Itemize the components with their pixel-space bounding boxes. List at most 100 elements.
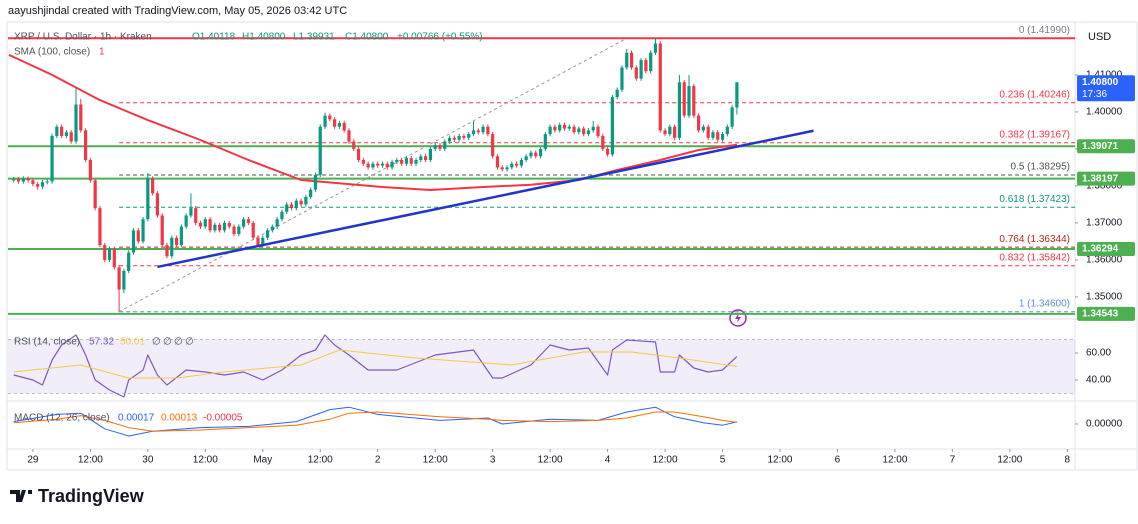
candle-body [634,67,638,79]
x-tick-label: 12:00 [423,455,448,466]
countdown: 17:36 [1082,89,1107,100]
candle-body [649,52,653,72]
candle-body [380,163,385,166]
line [13,406,738,437]
candle-body [668,126,672,135]
candle-body [64,132,69,136]
x-tick-label: 7 [950,455,956,466]
candle-body [342,123,346,131]
candle-body [653,43,658,53]
y-tick-label: 1.38000 [1086,181,1123,192]
candle-body [443,141,447,149]
candle-body [663,130,667,135]
candle-body [55,126,59,136]
candle-body [265,230,270,238]
rsi-tick-label: 60.00 [1086,348,1111,359]
price-box [1077,171,1135,186]
candle-body [519,160,523,166]
candle-body [639,60,643,79]
candle-body [198,222,203,227]
candle-body [428,148,432,161]
candle-body [289,204,294,209]
event-icon-bolt [735,313,741,323]
candle-body [60,126,64,136]
candle-body [725,126,729,135]
candle-body [390,161,394,168]
candle-body [371,163,375,168]
fib-label: 0.764 (1.36344) [999,234,1070,245]
candle-body [534,152,538,157]
candle-body [294,200,298,209]
candle-body [251,222,255,238]
candle-body [256,237,260,246]
candle-body [615,89,619,98]
candle-body [601,135,605,149]
candle-body [318,126,322,175]
candle-body [98,208,102,246]
candle-body [433,145,437,149]
candle-body [658,43,662,131]
candle-body [26,178,30,181]
logo-icon [10,490,32,502]
candle-body [687,86,691,116]
rsi-na: ∅ [152,337,161,348]
candle-body [333,119,337,127]
rsi-tick-label: 40.00 [1086,375,1111,386]
candle-body [50,135,54,182]
candle-body [447,137,452,142]
candle-body [692,86,696,116]
candle-body [424,156,428,161]
candle-body [476,130,480,133]
candle-body [16,179,21,182]
currency-label: USD [1088,31,1111,43]
candle-body [577,128,581,133]
logo-text: TradingView [38,486,145,506]
candle-body [323,115,327,127]
candle-body [730,107,734,127]
candle-body [117,267,121,290]
macd-tick-label: 0.00000 [1086,419,1123,430]
candle-body [227,222,231,227]
x-tick-label: 12:00 [767,455,792,466]
quote-value: H1.40800 [242,32,286,43]
fib-label: 0 (1.41990) [1019,25,1070,36]
candle-body [313,174,318,190]
x-tick-label: 12:00 [997,455,1022,466]
price-box [1077,139,1135,154]
candle-body [112,248,116,268]
candle-body [337,123,342,127]
rsi-na: ∅ [163,337,172,348]
rsi-reading: 50.01 [120,337,145,348]
candle-body [122,271,126,290]
candle-body [270,226,274,231]
candle-body [438,145,442,149]
candle-body [74,104,78,142]
price-box-label: 1.36294 [1082,244,1119,255]
candle-body [170,237,174,257]
candle-body [131,230,136,253]
candle-body [591,126,595,131]
candle-body [93,180,97,209]
candle-body [261,237,265,246]
x-tick-label: 2 [375,455,381,466]
candle-body [155,193,160,216]
candle-body [644,60,648,72]
candle-body [69,132,73,142]
candle-body [548,126,552,135]
x-tick-label: 29 [27,455,39,466]
candle-body [696,115,701,131]
x-tick-label: 12:00 [308,455,333,466]
candle-body [711,132,715,138]
x-tick-label: 12:00 [653,455,678,466]
candle-body [605,148,610,155]
candle-body [103,245,107,260]
price-box [1077,242,1135,257]
macd-legend: MACD (12, 26, close) [14,413,110,424]
candle-body [213,224,217,231]
candle-body [237,226,241,235]
price-box-label: 1.40800 [1082,77,1119,88]
candle-body [222,222,227,231]
line [13,411,737,432]
